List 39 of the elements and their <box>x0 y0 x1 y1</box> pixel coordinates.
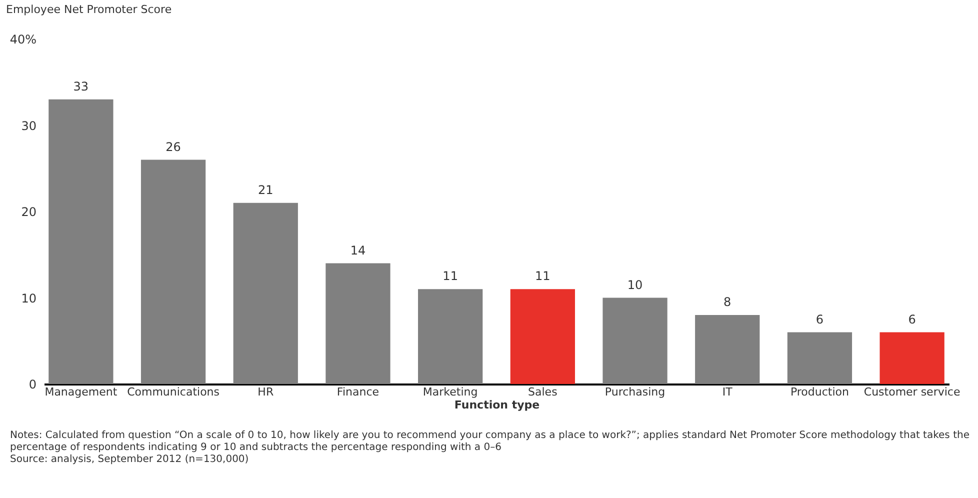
chart-title: Employee Net Promoter Score <box>6 3 172 16</box>
source-note: Source: analysis, September 2012 (n=130,000) <box>10 454 250 466</box>
y-tick-label: 10 <box>21 291 36 306</box>
x-tick-label: IT <box>722 386 733 398</box>
x-axis-title: Function type <box>454 398 540 412</box>
text: Notes: Calculated from question “On a scale of 0 to 10, how likely are you to recommend your company as a place to work?”; applies standard Net Promoter Score methodology that takes the percentage of respondents indicating 9 or 10 and subtracts the percentage responding with a 0–6 <box>10 430 970 454</box>
data-label: 11 <box>535 269 550 284</box>
y-tick-label: 0 <box>28 378 36 392</box>
data-label: 26 <box>166 140 181 154</box>
y-tick-label: 20 <box>21 205 36 219</box>
bar <box>233 202 298 384</box>
x-tick-label: Finance <box>336 386 380 398</box>
data-label: 8 <box>724 295 732 309</box>
x-tick-label: Management <box>44 386 118 398</box>
data-label: 14 <box>350 243 366 258</box>
data-label: 6 <box>816 312 824 326</box>
bar <box>787 332 852 384</box>
bar <box>510 289 575 384</box>
x-tick-label: HR <box>258 386 274 398</box>
bar <box>48 99 114 384</box>
bar <box>418 289 483 384</box>
y-tick-label: 40% <box>10 32 36 46</box>
data-label: 10 <box>627 278 643 292</box>
x-tick-label: Communications <box>127 386 220 398</box>
bar <box>602 298 668 384</box>
data-label: 33 <box>73 79 89 94</box>
bar <box>880 332 944 384</box>
bar <box>140 160 206 384</box>
x-tick-label: Sales <box>528 386 558 398</box>
x-tick-label: Customer service <box>864 386 960 398</box>
x-tick-label: Purchasing <box>604 386 666 398</box>
data-label: 21 <box>258 182 274 197</box>
bar <box>326 263 390 384</box>
data-label: 6 <box>908 312 916 326</box>
y-tick-label: 30 <box>21 118 36 133</box>
bar <box>695 315 760 384</box>
x-tick-label: Marketing <box>422 386 478 398</box>
data-label: 11 <box>442 269 458 284</box>
x-tick-label: Production <box>790 386 849 398</box>
